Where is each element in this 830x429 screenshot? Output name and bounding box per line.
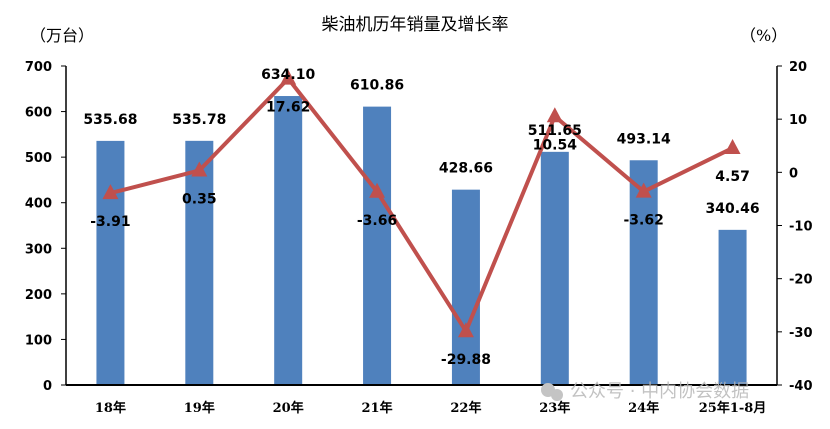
bar-data-label: 634.10 <box>261 67 315 83</box>
growth-marker <box>546 107 563 123</box>
watermark: 公众号 · 中内协会数据 <box>541 381 749 402</box>
bar <box>363 106 392 385</box>
right-tick-label: -30 <box>789 326 813 341</box>
line-data-label: -3.66 <box>357 213 397 229</box>
growth-marker <box>191 161 208 177</box>
bar-data-label: 535.68 <box>83 112 137 128</box>
left-tick-label: 400 <box>25 197 52 212</box>
bar <box>274 96 303 386</box>
bar-data-label: 535.78 <box>172 112 226 128</box>
bar <box>451 189 480 385</box>
right-tick-label: -40 <box>789 379 813 394</box>
growth-marker <box>724 139 741 155</box>
right-tick-label: -10 <box>789 220 813 235</box>
x-tick-label: 18年 <box>95 400 126 416</box>
line-data-label: -3.91 <box>90 214 130 230</box>
right-tick-label: -20 <box>789 273 813 288</box>
growth-marker <box>457 322 474 338</box>
growth-marker <box>102 184 119 200</box>
growth-marker <box>280 69 297 85</box>
left-tick-label: 300 <box>25 242 52 257</box>
line-data-label: 0.35 <box>182 191 217 207</box>
bar-data-label: 511.65 <box>528 123 582 139</box>
x-tick-label: 23年 <box>539 400 570 416</box>
bar <box>629 160 658 385</box>
left-tick-label: 500 <box>25 151 52 166</box>
line-data-label: 17.62 <box>266 100 310 116</box>
x-tick-label: 25年1-8月 <box>699 400 767 416</box>
bar <box>185 140 214 385</box>
growth-marker <box>369 182 386 198</box>
line-data-label: 4.57 <box>715 169 750 185</box>
line-data-label: -29.88 <box>441 352 491 368</box>
bar <box>718 229 747 385</box>
left-tick-label: 100 <box>25 333 52 348</box>
bar <box>540 151 569 385</box>
right-tick-label: 0 <box>789 166 798 181</box>
x-tick-label: 22年 <box>450 400 481 416</box>
bar-data-label: 428.66 <box>439 161 493 177</box>
left-axis-unit: （万台） <box>30 26 94 45</box>
line-data-label: 10.54 <box>533 137 578 153</box>
right-tick-label: 20 <box>789 60 807 75</box>
growth-line <box>109 76 734 334</box>
bar-data-label: 493.14 <box>617 131 671 147</box>
right-axis-unit: （%） <box>740 26 787 45</box>
left-tick-label: 0 <box>43 379 52 394</box>
left-tick-label: 200 <box>25 288 52 303</box>
growth-marker <box>635 182 652 198</box>
left-tick-label: 700 <box>25 60 52 75</box>
bar-data-label: 340.46 <box>706 201 760 217</box>
left-tick-label: 600 <box>25 106 52 121</box>
x-tick-label: 24年 <box>628 400 659 416</box>
watermark-text: 公众号 · 中内协会数据 <box>570 381 749 402</box>
bar-data-label: 610.86 <box>350 78 404 94</box>
x-tick-label: 21年 <box>362 400 393 416</box>
x-tick-label: 19年 <box>184 400 215 416</box>
right-tick-label: 10 <box>789 113 807 128</box>
x-tick-label: 20年 <box>273 400 304 416</box>
chart-title: 柴油机历年销量及增长率 <box>322 15 509 35</box>
line-data-label: -3.62 <box>624 213 664 229</box>
bar <box>96 140 125 385</box>
